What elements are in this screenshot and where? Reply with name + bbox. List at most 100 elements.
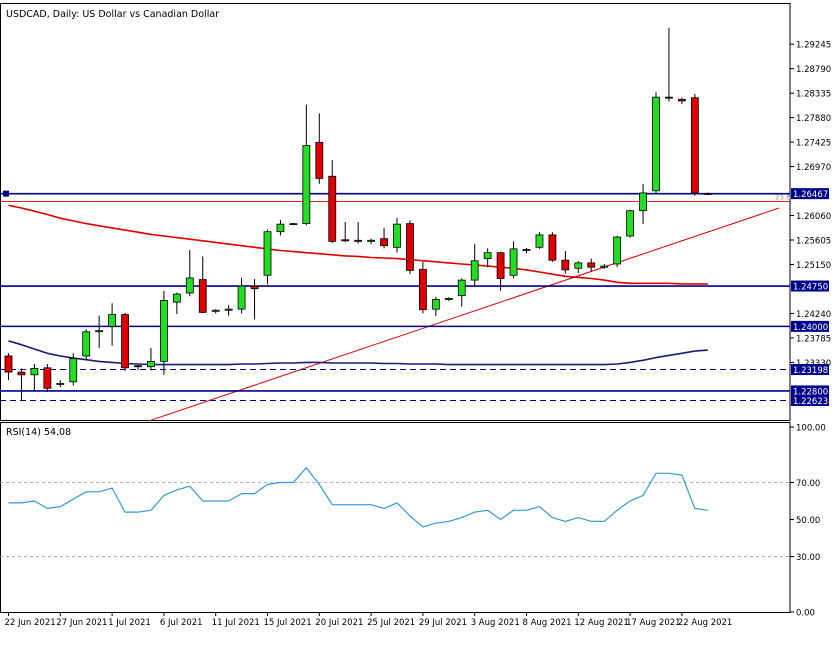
candle	[185, 249, 194, 297]
bear-candle-body	[703, 193, 712, 195]
bull-candle-body	[224, 308, 233, 311]
price-tick-label: 1.23330	[796, 359, 831, 369]
candle	[393, 217, 401, 253]
candle	[626, 209, 634, 238]
candle	[211, 309, 220, 314]
candle	[431, 296, 440, 317]
bull-candle-body	[56, 383, 65, 385]
price-tags: 1.26467 1.24750 1.24000 1.23198 1.228001.226…	[791, 188, 829, 407]
date-tick-label: 11 Jul 2021	[212, 618, 260, 628]
candle	[82, 329, 91, 360]
price-tag	[791, 385, 829, 397]
date-tick-label: 6 Jul 2021	[160, 618, 203, 628]
bull-candle-body	[82, 331, 91, 357]
bull-candle-body	[444, 297, 453, 300]
price-tick-label: 1.27425	[796, 139, 831, 149]
candles	[4, 27, 712, 401]
bull-candle-body	[30, 367, 39, 376]
price-tag-label: 1.22800	[793, 387, 828, 397]
candle	[548, 232, 557, 262]
candle	[43, 364, 52, 393]
rsi-tick-label: 70.00	[796, 479, 820, 489]
bear-candle-body	[328, 175, 337, 242]
bear-candle-body	[134, 365, 142, 368]
date-tick-label: 29 Jul 2021	[419, 618, 467, 628]
candle	[289, 223, 298, 226]
candle	[690, 93, 699, 196]
candle	[302, 104, 311, 226]
bull-candle-body	[263, 231, 272, 276]
bull-candle-body	[211, 309, 220, 312]
bull-candle-body	[600, 265, 609, 268]
chart-title: USDCAD, Daily: US Dollar vs Canadian Dol…	[6, 9, 219, 20]
price-tick-label: 1.25150	[796, 261, 831, 271]
bull-candle-body	[522, 249, 531, 251]
price-tag	[791, 188, 829, 200]
candle	[703, 192, 712, 196]
bear-candle-body	[43, 367, 52, 389]
price-tick-label: 1.27880	[796, 114, 831, 124]
date-tick-label: 27 Jun 2021	[56, 618, 107, 628]
bear-candle-body	[341, 239, 350, 242]
date-tick-label: 15 Jul 2021	[264, 618, 312, 628]
bull-candle-body	[431, 299, 440, 310]
price-tag	[791, 364, 829, 376]
candle	[108, 303, 116, 346]
bear-candle-body	[496, 252, 505, 279]
candle	[418, 261, 427, 314]
price-panel	[0, 3, 791, 421]
level-marker	[3, 190, 9, 197]
price-tick-label: 1.29245	[796, 41, 831, 51]
date-tick-label: 1 Jul 2021	[108, 618, 151, 628]
bull-candle-body	[626, 210, 634, 237]
candle	[172, 292, 181, 315]
price-tag	[791, 320, 829, 332]
price-tick-label: 1.28790	[796, 65, 831, 75]
date-tick-label: 3 Aug 2021	[471, 618, 520, 628]
candle	[665, 27, 673, 102]
bear-candle-body	[198, 279, 207, 313]
trendline	[148, 207, 780, 422]
rsi-tick-label: 50.00	[796, 516, 820, 526]
date-tick-label: 22 Aug 2021	[678, 618, 732, 628]
bull-candle-body	[276, 223, 285, 233]
price-tick-label: 1.28335	[796, 90, 831, 100]
candle	[263, 229, 272, 285]
candle	[561, 251, 570, 274]
candle	[652, 92, 660, 195]
bull-candle-body	[457, 279, 466, 297]
bear-candle-body	[380, 238, 388, 247]
bull-candle-body	[69, 358, 78, 383]
candle	[328, 160, 337, 243]
price-tag	[791, 394, 829, 406]
bull-candle-body	[574, 262, 583, 269]
bull-candle-body	[95, 330, 104, 333]
rsi-title: RSI(14) 54.08	[6, 427, 71, 438]
candle	[315, 113, 324, 184]
price-tag-label: 1.22623	[793, 397, 828, 407]
bear-candle-body	[690, 97, 699, 194]
rsi-tick-label: 0.00	[796, 609, 815, 619]
candle	[406, 220, 414, 275]
candle	[341, 221, 350, 242]
bull-candle-body	[302, 145, 311, 225]
candle	[354, 221, 363, 244]
bear-candle-body	[561, 259, 570, 271]
candle	[147, 347, 155, 371]
date-tick-label: 12 Aug 2021	[574, 618, 628, 628]
rsi-frame	[0, 422, 791, 613]
price-tag-label: 1.24000	[793, 323, 828, 333]
candle	[535, 232, 544, 249]
bull-candle-body	[108, 314, 116, 327]
price-tick-label: 1.23785	[796, 334, 831, 344]
price-tick-label: 1.24240	[796, 310, 831, 320]
price-tag	[791, 280, 829, 292]
date-tick-label: 17 Aug 2021	[626, 618, 680, 628]
candle	[224, 304, 233, 316]
bull-candle-body	[652, 96, 660, 192]
bull-candle-body	[159, 300, 168, 362]
candle	[483, 248, 492, 268]
candle	[367, 238, 376, 245]
bull-candle-body	[535, 234, 544, 248]
